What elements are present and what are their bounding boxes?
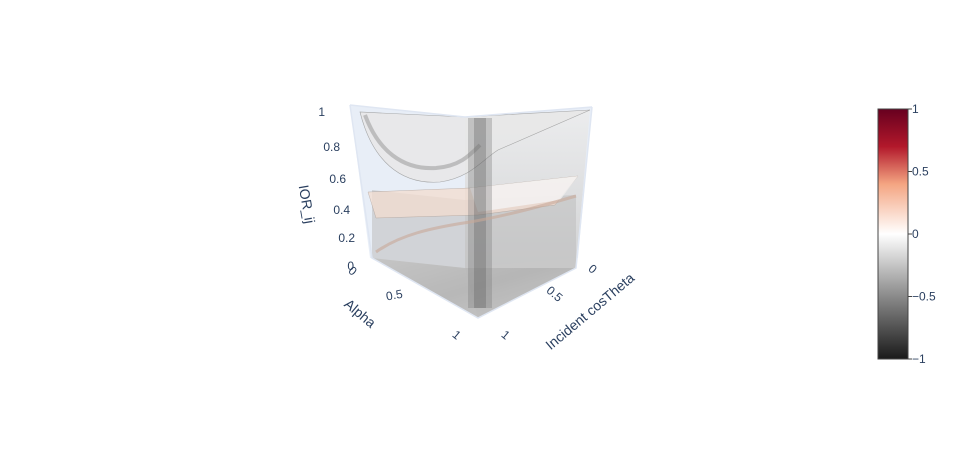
x-tick-label: 1	[499, 327, 513, 342]
vertical-column-inner	[474, 118, 486, 308]
colorbar-tick-label: −0.5	[912, 290, 936, 304]
y-axis-title: Alpha	[341, 296, 379, 331]
x-tick-label: 0	[586, 261, 600, 276]
x-axis-title: Incident cosTheta	[542, 269, 637, 352]
z-tick-label: 1	[318, 105, 325, 119]
colorbar-tick-label: −1	[912, 352, 926, 366]
colorbar-tick-label: 0	[912, 227, 919, 241]
x-tick-label: 0.5	[544, 283, 566, 305]
mid-sheet-plane	[470, 176, 578, 212]
upper-bowl-surface	[359, 109, 591, 183]
z-axis-title: IOR_ij	[296, 184, 319, 225]
y-tick-label: 1	[450, 327, 464, 342]
z-tick-label: 0.2	[338, 231, 355, 245]
lower-edge-ridge	[375, 194, 577, 254]
upper-bowl-ring	[363, 114, 482, 171]
z-tick-label: 0.4	[333, 203, 350, 217]
z-tick-label: 0	[347, 259, 354, 273]
z-tick-label: 0.8	[323, 140, 340, 154]
colorbar-gradient	[877, 108, 909, 360]
z-axis: 1 0.8 0.6 0.4 0.2 0 IOR_ij	[296, 105, 356, 273]
colorbar-tick-label: 0.5	[912, 165, 929, 179]
lower-block	[372, 190, 576, 318]
z-tick-label: 0.6	[329, 172, 346, 186]
scene-frame	[349, 104, 593, 319]
volume-rendering	[359, 109, 591, 318]
vertical-column	[468, 118, 492, 308]
y-tick-label: 0.5	[385, 287, 404, 304]
colorbar: 1 0.5 0 −0.5 −1	[877, 102, 936, 366]
colorbar-tick-label: 1	[912, 102, 919, 116]
